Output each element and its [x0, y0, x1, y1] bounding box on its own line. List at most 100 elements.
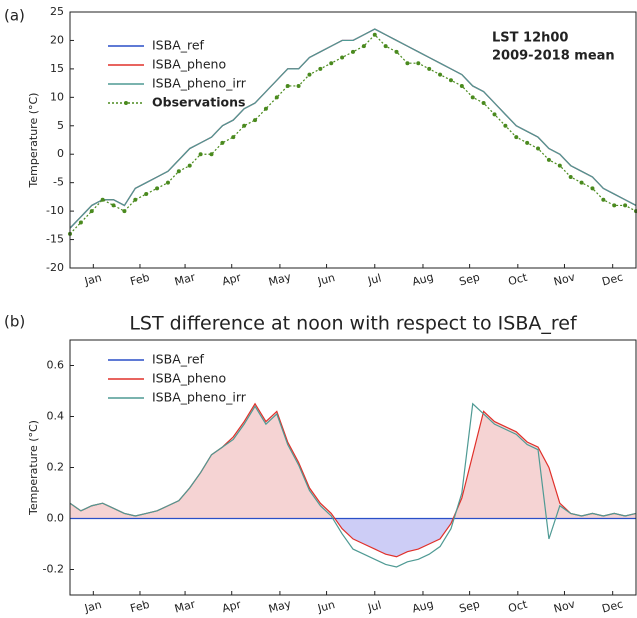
observation-point: [209, 152, 214, 157]
x-tick-label: Apr: [221, 271, 243, 289]
legend-label: ISBA_ref: [152, 352, 205, 367]
x-tick-label: Jul: [366, 272, 383, 288]
observation-point: [144, 192, 149, 197]
y-tick-label: -20: [46, 261, 64, 274]
series-line: [70, 402, 636, 568]
observation-point: [165, 180, 170, 185]
observation-point: [155, 186, 160, 191]
observation-point: [78, 220, 83, 225]
observation-point: [253, 118, 258, 123]
observation-point: [612, 203, 617, 208]
observation-point: [198, 152, 203, 157]
observation-point: [568, 174, 573, 179]
x-tick-label: Feb: [129, 598, 151, 616]
y-tick-label: 0.2: [47, 461, 65, 474]
observation-point: [448, 78, 453, 83]
y-tick-label: -5: [53, 176, 64, 189]
observation-point: [623, 203, 628, 208]
series-line: [70, 33, 636, 235]
plot-frame: [69, 11, 637, 269]
observation-point: [296, 83, 301, 88]
observation-point: [100, 197, 105, 202]
legend-label: ISBA_pheno_irr: [152, 76, 247, 91]
observation-point: [231, 135, 236, 140]
y-tick-label: 0.0: [47, 512, 65, 525]
observation-point: [242, 123, 247, 128]
observation-point: [307, 72, 312, 77]
x-tick-label: Jan: [82, 598, 103, 615]
y-tick-label: 10: [50, 90, 64, 103]
x-tick-label: Jun: [315, 271, 336, 288]
y-tick-label: -10: [46, 204, 64, 217]
observation-point: [405, 61, 410, 66]
observation-point: [546, 157, 551, 162]
area-negative: [70, 518, 636, 557]
y-tick-label: 15: [50, 62, 64, 75]
x-tick-label: Feb: [129, 271, 151, 289]
y-tick-label: -0.2: [43, 563, 64, 576]
area-positive: [70, 403, 636, 519]
observation-point: [427, 66, 432, 71]
legend-label: ISBA_ref: [152, 38, 205, 53]
x-tick-label: Oct: [507, 271, 529, 289]
observation-point: [579, 180, 584, 185]
observation-point: [111, 203, 116, 208]
observation-point: [383, 44, 388, 49]
x-tick-label: Dec: [601, 597, 625, 615]
observation-point: [340, 55, 345, 60]
plot-frame: [69, 339, 637, 596]
observation-point: [514, 135, 519, 140]
observation-point: [525, 140, 530, 145]
x-tick-label: Dec: [601, 270, 625, 288]
x-tick-label: Aug: [411, 597, 435, 615]
y-tick-label: 0.4: [47, 410, 65, 423]
x-tick-label: Jan: [82, 271, 103, 288]
y-tick-label: 25: [50, 5, 64, 18]
observation-point: [361, 44, 366, 49]
x-tick-label: Jul: [366, 599, 383, 615]
x-tick-label: Aug: [411, 270, 435, 288]
x-tick-label: May: [267, 597, 293, 616]
legend-label: ISBA_pheno: [152, 371, 226, 386]
x-tick-label: Nov: [552, 597, 577, 615]
observation-point: [536, 146, 541, 151]
legend-label: ISBA_pheno: [152, 57, 226, 72]
observation-point: [372, 32, 377, 37]
panel-label: (a): [4, 7, 25, 25]
x-tick-label: Mar: [173, 597, 197, 615]
observation-point: [263, 106, 268, 111]
observation-point: [394, 49, 399, 54]
annotation: 2009-2018 mean: [492, 49, 615, 64]
observation-point: [351, 49, 355, 54]
x-tick-label: May: [267, 270, 293, 289]
observation-point: [557, 163, 562, 168]
observation-point: [470, 95, 475, 100]
chart-title: LST difference at noon with respect to I…: [129, 313, 578, 335]
x-tick-label: Jun: [315, 598, 336, 615]
observation-point: [590, 186, 595, 191]
x-tick-label: Nov: [552, 270, 577, 288]
y-axis-label: Temperature (°C): [27, 93, 40, 189]
y-tick-label: 20: [50, 33, 64, 46]
y-tick-label: -15: [46, 233, 64, 246]
observation-point: [285, 83, 290, 88]
observation-point: [176, 169, 181, 174]
annotation: LST 12h00: [492, 31, 568, 46]
observation-point: [89, 209, 94, 214]
observation-point: [459, 83, 464, 88]
x-tick-label: Sep: [458, 598, 481, 616]
observation-point: [492, 112, 497, 117]
x-tick-label: Sep: [458, 271, 481, 289]
observation-point: [329, 61, 334, 66]
y-tick-label: 0: [57, 147, 64, 160]
x-tick-label: Apr: [221, 598, 243, 616]
observation-point: [122, 209, 127, 214]
y-tick-label: 5: [57, 119, 64, 132]
observation-point: [416, 61, 421, 66]
observation-point: [220, 140, 225, 145]
observation-point: [318, 66, 323, 71]
series-line: [70, 28, 636, 229]
x-tick-label: Oct: [507, 598, 529, 616]
legend-label: ISBA_pheno_irr: [152, 390, 247, 405]
